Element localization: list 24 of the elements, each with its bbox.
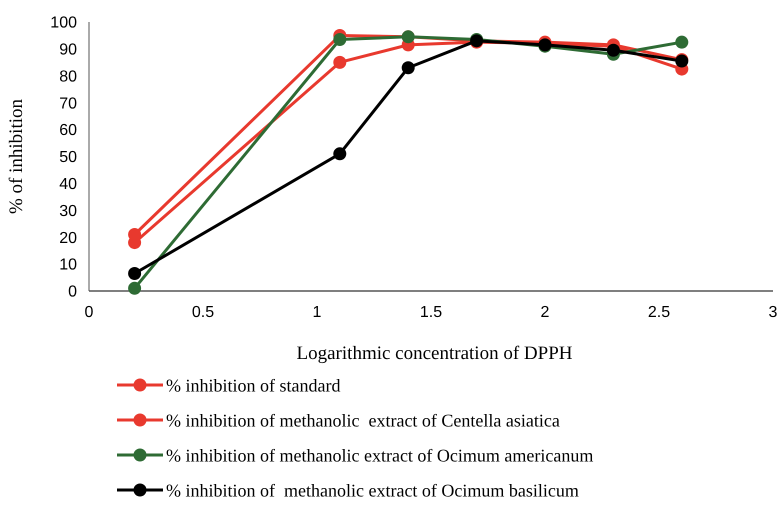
y-tick-label: 80 — [59, 68, 78, 86]
x-tick-label: 3 — [768, 304, 778, 321]
x-axis-title: Logarithmic concentration of DPPH — [296, 343, 573, 364]
y-tick-label: 30 — [59, 202, 78, 220]
x-tick-label: 0.5 — [192, 304, 214, 321]
legend-label: % inhibition of methanolic extract of Centella asiatica — [166, 410, 560, 430]
y-tick-label: 10 — [59, 256, 78, 274]
legend-label: % inhibition of standard — [166, 375, 340, 396]
y-tick-label: 20 — [59, 230, 78, 247]
y-axis-title: % of inhibition — [6, 98, 27, 214]
x-tick-label: 0 — [84, 304, 94, 321]
y-tick-label: 90 — [59, 42, 78, 58]
y-tick-label: 40 — [59, 176, 78, 193]
y-tick-label: 100 — [50, 14, 78, 32]
y-tick-label: 50 — [59, 149, 78, 166]
x-tick-label: 1 — [312, 304, 322, 321]
x-tick-label: 2 — [540, 304, 550, 321]
y-tick-label: 70 — [59, 95, 78, 112]
legend-label: % inhibition of methanolic extract of Ocimum americanum — [166, 445, 594, 466]
x-tick-label: 2.5 — [648, 304, 670, 321]
y-tick-label: 0 — [68, 284, 78, 301]
y-tick-label: 60 — [59, 122, 78, 140]
x-tick-label: 1.5 — [420, 304, 442, 321]
legend-label: % inhibition of methanolic extract of Ocimum basilicum — [166, 480, 579, 500]
